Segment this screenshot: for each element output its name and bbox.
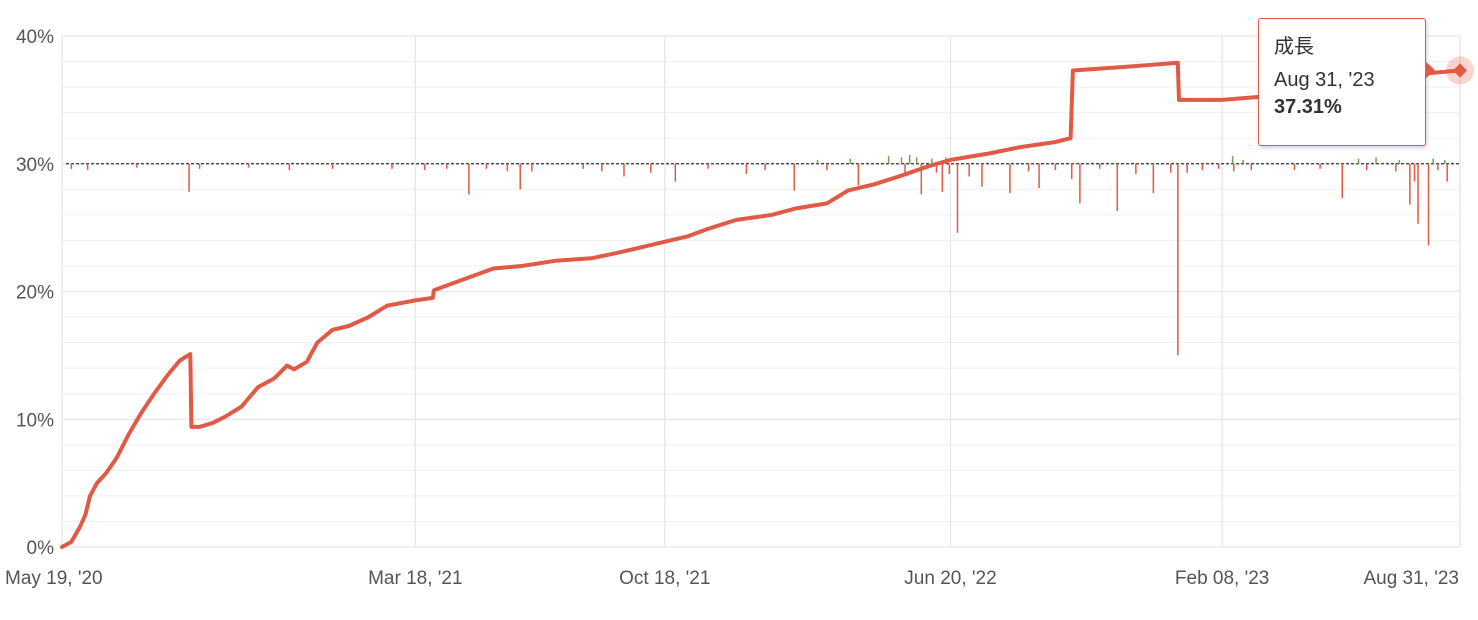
x-tick-label: Feb 08, '23 [1175,568,1269,589]
growth-line-series [60,56,1474,549]
x-tick-label: Mar 18, '21 [368,568,462,589]
trade-bars [66,154,1460,356]
axis-labels: 0% 10% 20% 30% 40% May 19, '20 Mar 18, '21 Oct … [5,27,1459,589]
x-tick-label: Jun 20, '22 [904,568,996,589]
grid-lines [61,35,1461,548]
tooltip-date: Aug 31, '23 [1274,69,1375,91]
growth-line [60,60,1462,549]
y-tick-label: 30% [16,155,54,176]
y-tick-label: 40% [16,27,54,48]
y-tick-label: 10% [16,410,54,431]
tooltip-value: 37.31% [1274,96,1342,118]
tooltip-series-name: 成長 [1274,36,1314,58]
x-tick-label: Oct 18, '21 [619,568,710,589]
highlight-point-marker [1452,63,1468,78]
y-tick-label: 20% [16,283,54,304]
y-tick-label: 0% [27,538,55,559]
x-tick-label: May 19, '20 [5,568,103,589]
data-tooltip: 成長 Aug 31, '23 37.31% [1258,18,1435,146]
x-tick-label: Aug 31, '23 [1363,568,1459,589]
